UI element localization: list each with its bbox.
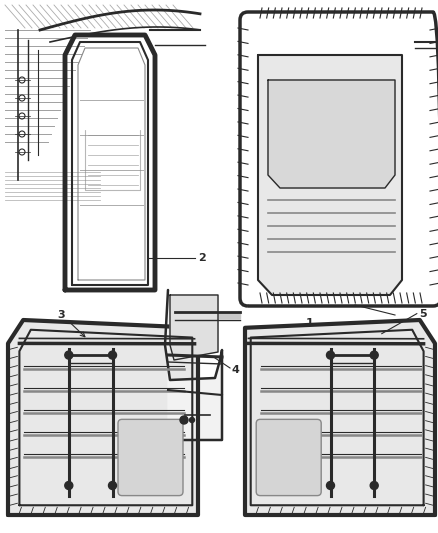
Polygon shape: [8, 320, 198, 515]
Circle shape: [190, 417, 194, 423]
Circle shape: [326, 351, 335, 359]
Circle shape: [370, 481, 378, 489]
Circle shape: [326, 481, 335, 489]
Text: 4: 4: [232, 365, 240, 375]
Text: 1: 1: [306, 318, 314, 328]
Circle shape: [180, 416, 188, 424]
Text: 3: 3: [58, 310, 85, 337]
Circle shape: [109, 351, 117, 359]
Polygon shape: [245, 320, 435, 515]
Circle shape: [370, 351, 378, 359]
Circle shape: [65, 481, 73, 489]
Polygon shape: [165, 290, 222, 440]
Polygon shape: [268, 80, 395, 188]
Text: 5: 5: [419, 309, 427, 319]
Circle shape: [65, 351, 73, 359]
Polygon shape: [170, 295, 218, 360]
Circle shape: [109, 481, 117, 489]
FancyBboxPatch shape: [256, 419, 321, 496]
FancyBboxPatch shape: [118, 419, 183, 496]
Polygon shape: [258, 55, 402, 295]
Text: 2: 2: [198, 253, 206, 263]
